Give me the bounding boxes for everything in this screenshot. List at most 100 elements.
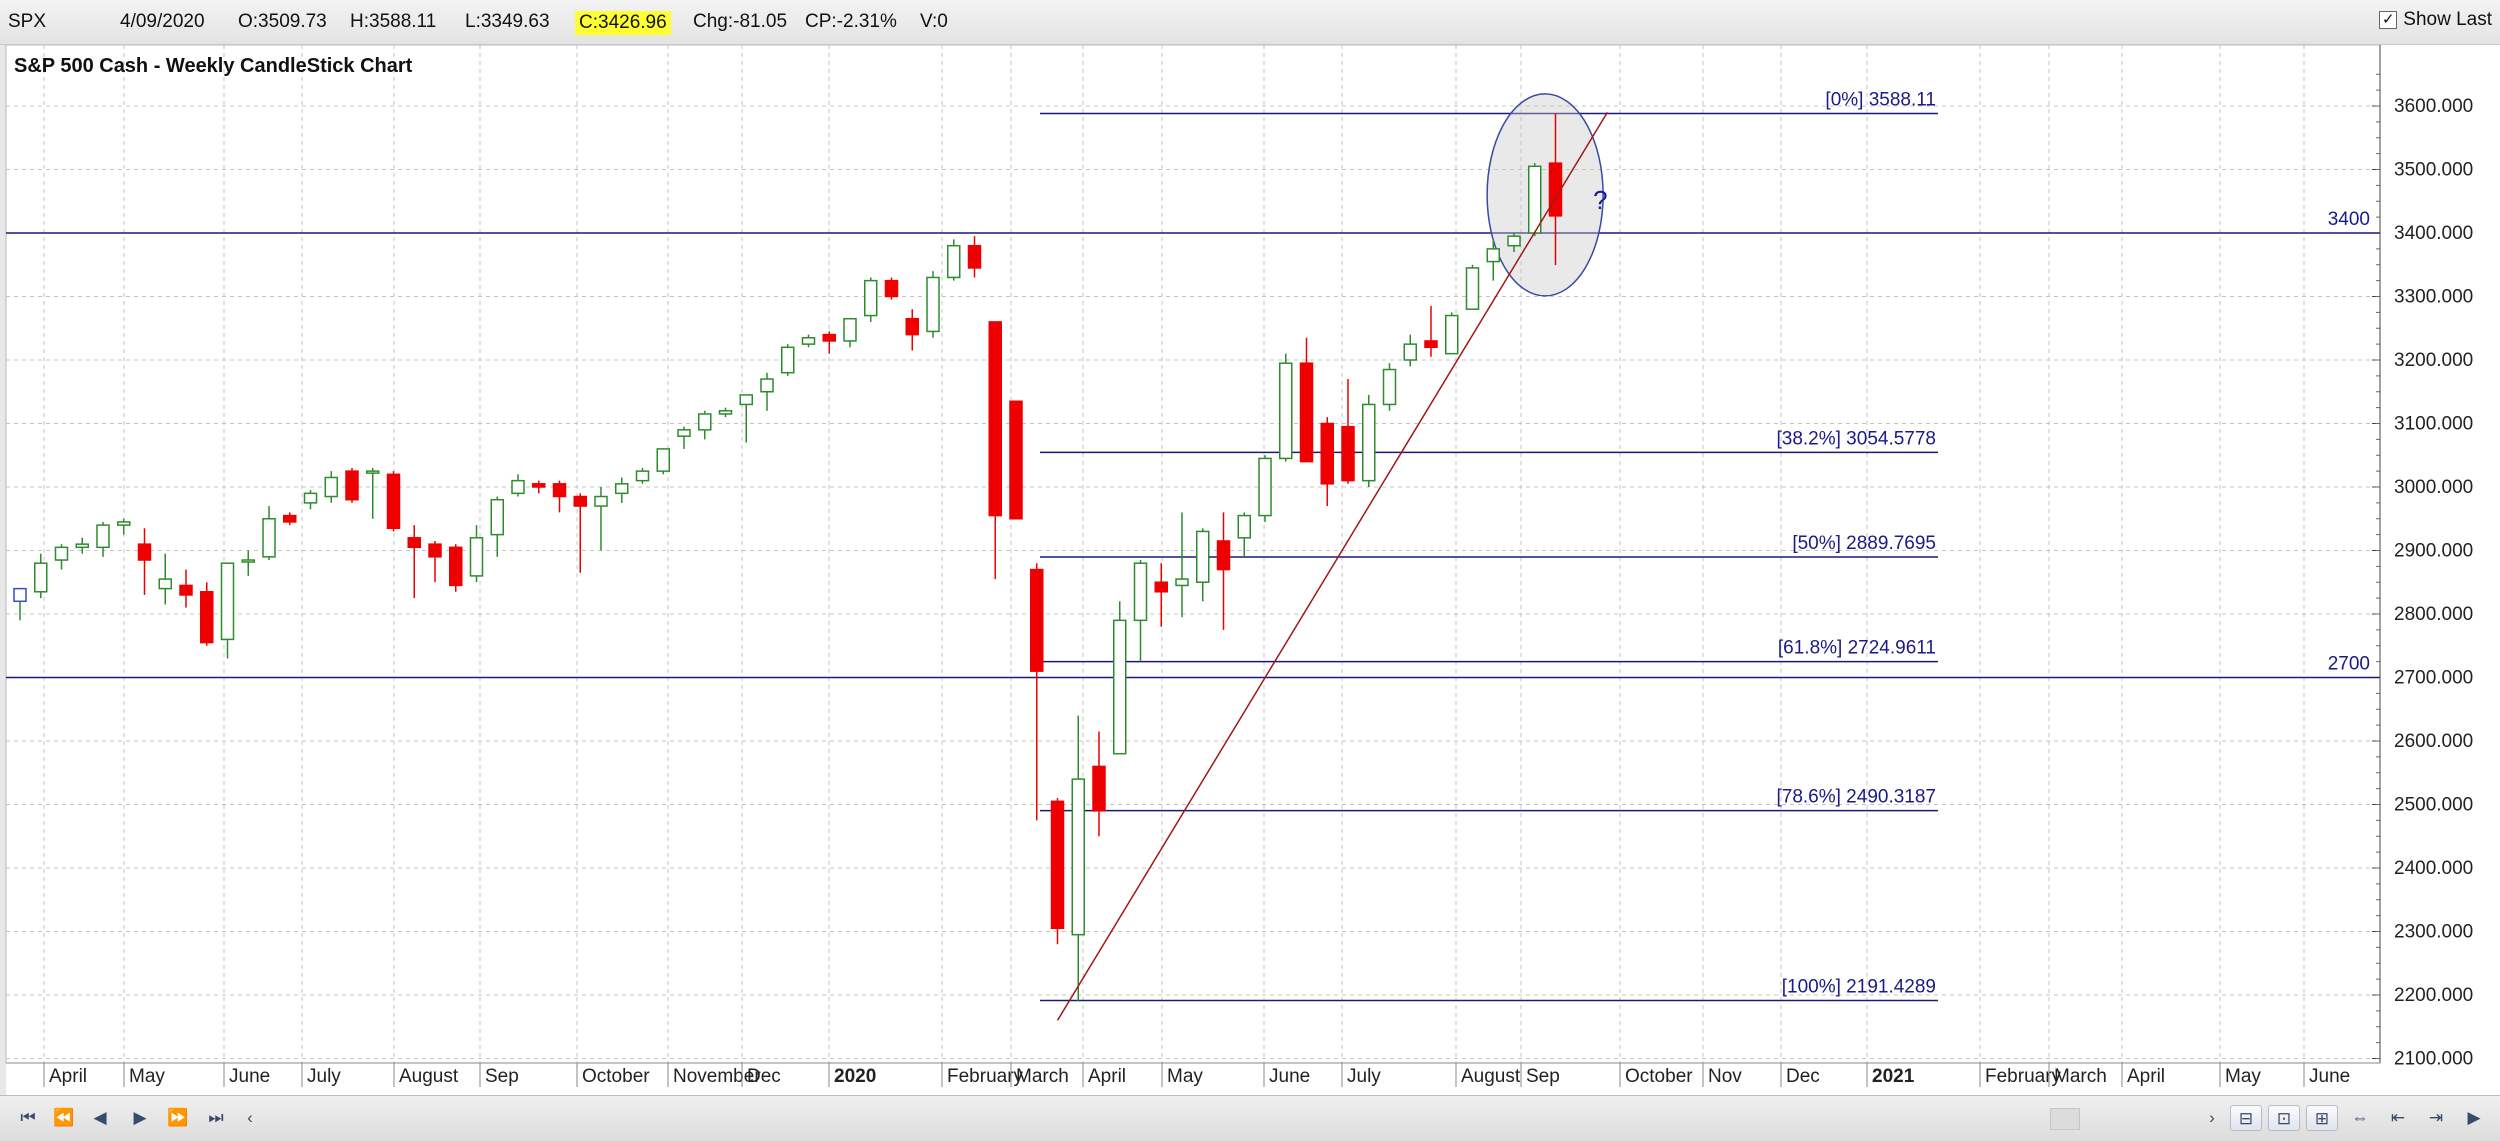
fib-level-label: [78.6%] 2490.3187 <box>1776 787 1936 808</box>
candle-body <box>573 495 587 507</box>
y-tick-label: 3600.000 <box>2394 96 2473 117</box>
x-tick-label: March <box>2054 1066 2107 1087</box>
candle-body <box>1113 619 1127 755</box>
show-last-checkbox[interactable]: ✓ <box>2379 11 2398 29</box>
x-tick-label: August <box>1461 1066 1521 1087</box>
candle-body <box>179 584 193 596</box>
annotation-question-mark: ? <box>1593 185 1607 215</box>
y-tick-label: 3500.000 <box>2394 160 2473 181</box>
x-tick-label: Nov <box>1708 1066 1742 1087</box>
candle-body <box>34 562 48 593</box>
candlestick-chart[interactable]: 2100.000 2200.000 2300.000 2400.000 2500.000… <box>0 45 2500 1095</box>
quote-toolbar: SPX 4/09/2020 O:3509.73 H:3588.11 L:3349… <box>0 0 2500 45</box>
x-tick-label: October <box>582 1066 650 1087</box>
y-tick-label: 2700.000 <box>2394 668 2473 689</box>
y-tick-label: 3400.000 <box>2394 223 2473 244</box>
low-value: L:3349.63 <box>465 11 550 32</box>
candle-body <box>428 543 442 558</box>
candle-body <box>656 448 670 472</box>
step-forward-icon[interactable]: ▶ <box>133 1108 147 1127</box>
candle-body <box>1382 368 1397 406</box>
candle-body <box>1445 314 1459 355</box>
candle-body <box>262 518 276 558</box>
zoom-in-icon[interactable]: ⊞ <box>2306 1105 2338 1131</box>
candle-body <box>241 559 255 563</box>
close-value: C:3426.96 <box>575 11 671 35</box>
scroll-end-icon[interactable]: ⇥ <box>2428 1108 2444 1127</box>
fib-level-label: [61.8%] 2724.9611 <box>1778 638 1936 659</box>
candle-body <box>594 495 608 507</box>
candle-body <box>1486 248 1500 263</box>
y-tick-label: 3300.000 <box>2394 287 2473 308</box>
y-tick-label: 3000.000 <box>2394 477 2473 498</box>
high-value: H:3588.11 <box>350 11 437 32</box>
candle-body <box>864 279 878 317</box>
zoom-out-icon[interactable]: ⊟ <box>2230 1105 2262 1131</box>
x-tick-label: July <box>307 1066 341 1087</box>
y-tick-label: 2600.000 <box>2394 731 2473 752</box>
open-value: O:3509.73 <box>238 11 327 32</box>
x-tick-label: June <box>2309 1066 2350 1087</box>
x-tick-label: Dec <box>1786 1066 1820 1087</box>
fib-level-label: [50%] 2889.7695 <box>1792 533 1936 554</box>
y-tick-label: 2500.000 <box>2394 795 2473 816</box>
fib-level-label: [38.2%] 3054.5778 <box>1776 428 1936 449</box>
candle-body <box>117 521 131 526</box>
scroll-right-end-icon[interactable]: ▶ <box>2467 1108 2481 1127</box>
step-back-icon[interactable]: ◀ <box>93 1108 107 1127</box>
candle-body <box>1216 540 1231 571</box>
candle-body <box>1175 578 1189 587</box>
x-tick-label: Sep <box>485 1066 519 1087</box>
candle-body <box>615 483 629 495</box>
annotation-ellipse <box>1486 93 1604 297</box>
change-value: Chg:-81.05 <box>693 11 788 32</box>
candle-body <box>884 279 899 298</box>
chart-area[interactable] <box>0 45 2500 1095</box>
candle-body <box>1362 403 1376 482</box>
candle-body <box>677 429 691 437</box>
candle-body <box>635 470 650 482</box>
candle-body <box>13 587 27 603</box>
scroll-start-icon[interactable]: ⇤ <box>2390 1108 2406 1127</box>
fib-level-label: [100%] 2191.4289 <box>1782 976 1936 997</box>
x-tick-label: October <box>1625 1066 1693 1087</box>
candle-body <box>1133 562 1148 622</box>
candle-body <box>718 410 733 415</box>
x-tick-label: July <box>1347 1066 1381 1087</box>
scrollbar-thumb[interactable] <box>2050 1108 2080 1130</box>
candle-body <box>552 483 567 498</box>
rewind-icon[interactable]: ⏪ <box>53 1108 75 1127</box>
y-tick-label: 2300.000 <box>2394 922 2473 943</box>
x-tick-label: May <box>129 1066 165 1087</box>
expand-icon[interactable]: ⇔ <box>2351 1108 2369 1127</box>
candle-body <box>345 470 359 501</box>
x-tick-label: February <box>947 1066 1024 1087</box>
candle-body <box>988 321 1002 517</box>
scroll-left-icon[interactable]: ‹ <box>247 1108 253 1127</box>
candle-body <box>1092 765 1106 812</box>
x-tick-label: Dec <box>747 1066 781 1087</box>
candle-body <box>532 483 546 488</box>
candle-body <box>490 498 504 536</box>
fib-level-label: [0%] 3588.11 <box>1825 90 1936 111</box>
zoom-fit-icon[interactable]: ⊡ <box>2268 1105 2300 1131</box>
candle-body <box>926 276 940 333</box>
candle-body <box>200 591 214 644</box>
candle-body <box>1009 400 1023 520</box>
candle-body <box>158 578 172 590</box>
candle-body <box>96 524 110 549</box>
candle-body <box>324 476 338 498</box>
x-tick-label: 2020 <box>834 1066 876 1087</box>
first-page-icon[interactable]: ⏮ <box>20 1108 36 1127</box>
x-tick-label: April <box>49 1066 87 1087</box>
horizontal-scrollbar[interactable] <box>250 1108 2210 1130</box>
x-tick-label: 2021 <box>1872 1066 1915 1087</box>
scroll-right-icon[interactable]: › <box>2209 1108 2215 1127</box>
fast-forward-icon[interactable]: ⏩ <box>167 1108 189 1127</box>
candle-body <box>801 337 816 345</box>
y-tick-label: 3200.000 <box>2394 350 2473 371</box>
candle-body <box>1258 457 1272 517</box>
last-page-icon[interactable]: ⏭ <box>208 1108 224 1127</box>
show-last-label: Show Last <box>2403 9 2492 30</box>
show-last-toggle[interactable]: ✓ Show Last <box>2379 9 2492 31</box>
